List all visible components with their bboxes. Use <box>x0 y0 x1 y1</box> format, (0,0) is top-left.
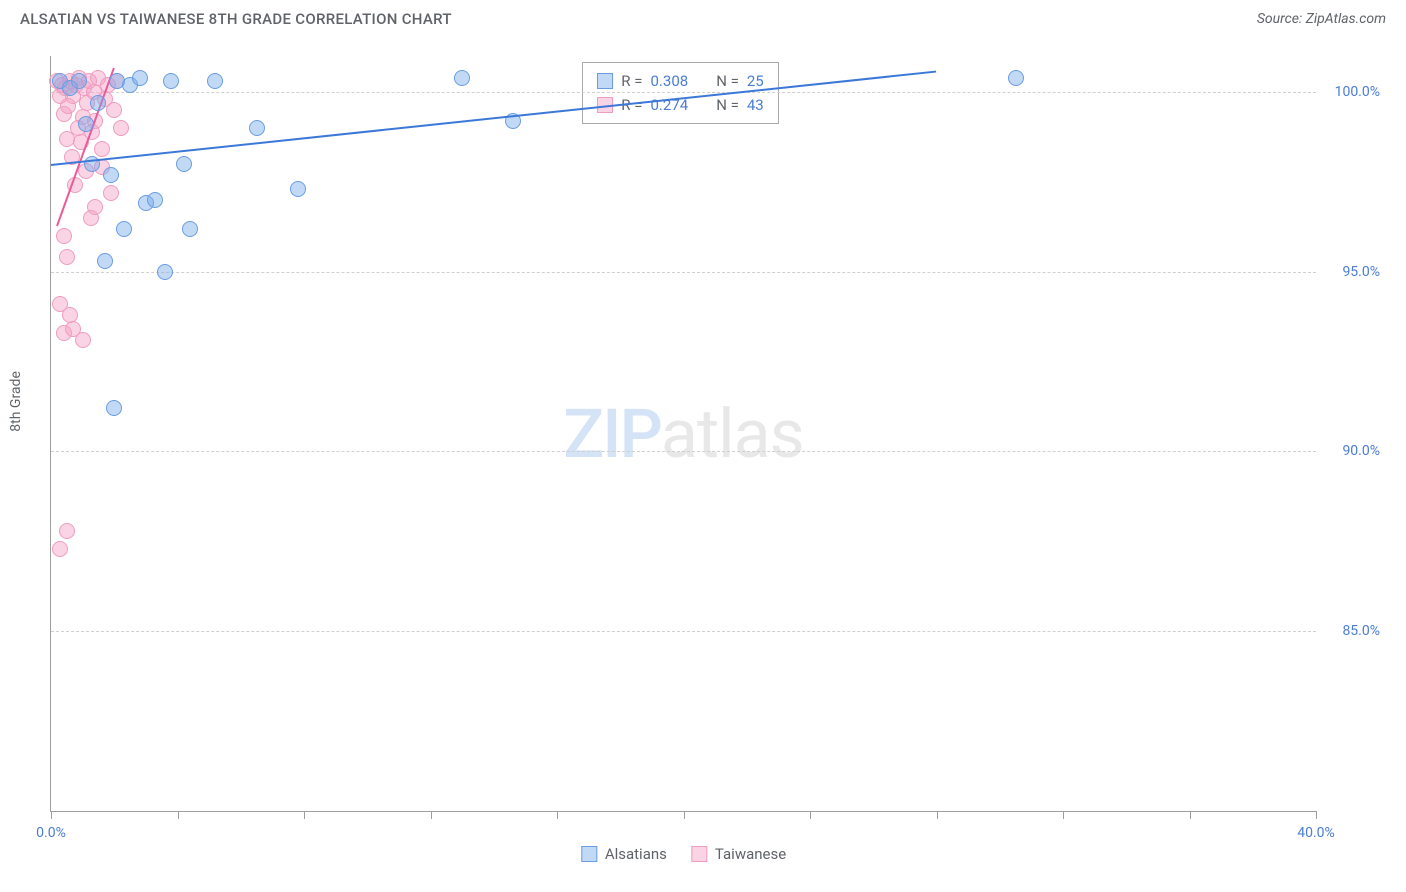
legend-swatch <box>597 73 613 89</box>
legend-label: Alsatians <box>605 845 667 863</box>
x-tick <box>937 811 938 819</box>
data-point <box>106 400 122 416</box>
data-point <box>94 141 110 157</box>
data-point <box>106 102 122 118</box>
y-axis-label: 8th Grade <box>8 371 24 432</box>
watermark-part-a: ZIP <box>563 394 661 474</box>
x-tick <box>810 811 811 819</box>
data-point <box>116 221 132 237</box>
data-point <box>1008 70 1024 86</box>
legend-swatch <box>581 846 597 862</box>
data-point <box>132 70 148 86</box>
watermark: ZIPatlas <box>563 394 804 474</box>
data-point <box>52 541 68 557</box>
data-point <box>176 156 192 172</box>
data-point <box>78 116 94 132</box>
gridline <box>51 92 1316 93</box>
legend-item: Taiwanese <box>691 845 786 863</box>
data-point <box>163 73 179 89</box>
y-tick-label: 85.0% <box>1324 623 1380 639</box>
y-tick-label: 90.0% <box>1324 443 1380 459</box>
n-label: N = <box>716 69 739 93</box>
x-tick <box>178 811 179 819</box>
data-point <box>249 120 265 136</box>
gridline <box>51 631 1316 632</box>
gridline <box>51 272 1316 273</box>
x-tick-label: 0.0% <box>36 825 66 841</box>
data-point <box>62 307 78 323</box>
x-tick <box>51 811 52 819</box>
legend-label: Taiwanese <box>715 845 786 863</box>
legend-swatch <box>691 846 707 862</box>
data-point <box>71 73 87 89</box>
chart-header: ALSATIAN VS TAIWANESE 8TH GRADE CORRELAT… <box>0 0 1406 34</box>
data-point <box>290 181 306 197</box>
data-point <box>103 167 119 183</box>
x-tick <box>557 811 558 819</box>
data-point <box>90 95 106 111</box>
gridline <box>51 451 1316 452</box>
x-tick <box>684 811 685 819</box>
data-point <box>454 70 470 86</box>
trend-line <box>51 70 937 165</box>
n-value: 43 <box>747 93 764 117</box>
series-legend: Alsatians Taiwanese <box>581 845 786 863</box>
r-label: R = <box>621 69 642 93</box>
data-point <box>59 523 75 539</box>
data-point <box>182 221 198 237</box>
data-point <box>103 185 119 201</box>
watermark-part-b: atlas <box>661 394 804 474</box>
y-tick-label: 100.0% <box>1324 84 1380 100</box>
x-tick <box>431 811 432 819</box>
data-point <box>207 73 223 89</box>
chart-title: ALSATIAN VS TAIWANESE 8TH GRADE CORRELAT… <box>20 10 452 28</box>
chart-source: Source: ZipAtlas.com <box>1257 11 1386 27</box>
stats-legend-row: R =0.308N =25 <box>597 69 763 93</box>
legend-item: Alsatians <box>581 845 667 863</box>
stats-legend: R =0.308N =25R =0.274N =43 <box>582 62 778 124</box>
r-value: 0.308 <box>651 69 689 93</box>
n-label: N = <box>716 93 739 117</box>
chart-area: 8th Grade ZIPatlas R =0.308N =25R =0.274… <box>20 36 1386 872</box>
x-tick <box>1316 811 1317 819</box>
plot-region: ZIPatlas R =0.308N =25R =0.274N =43 Alsa… <box>50 56 1316 812</box>
data-point <box>87 199 103 215</box>
data-point <box>56 228 72 244</box>
data-point <box>97 253 113 269</box>
y-tick-label: 95.0% <box>1324 264 1380 280</box>
x-tick <box>304 811 305 819</box>
data-point <box>157 264 173 280</box>
x-tick-label: 40.0% <box>1297 825 1335 841</box>
x-tick <box>1190 811 1191 819</box>
data-point <box>75 332 91 348</box>
data-point <box>59 249 75 265</box>
data-point <box>113 120 129 136</box>
data-point <box>147 192 163 208</box>
x-tick <box>1063 811 1064 819</box>
